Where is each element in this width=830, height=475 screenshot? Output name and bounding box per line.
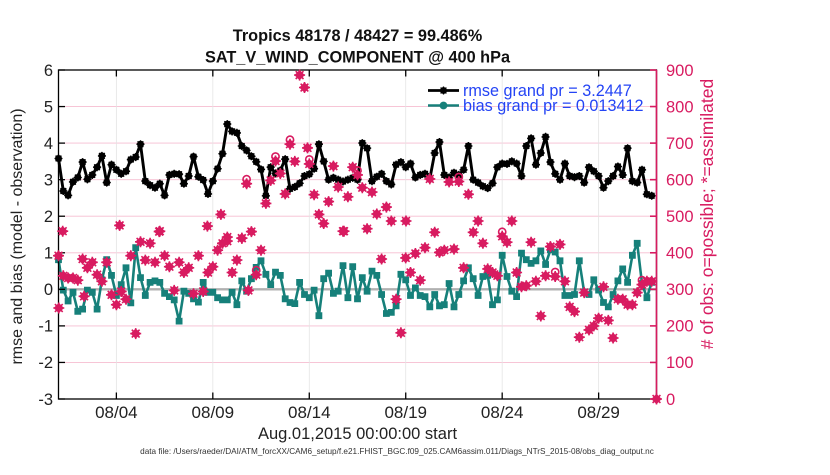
svg-text:data file: /Users/raeder/DAI/A: data file: /Users/raeder/DAI/ATM_forcXX/… xyxy=(140,447,654,456)
svg-text:08/04: 08/04 xyxy=(95,403,138,422)
svg-text:500: 500 xyxy=(666,208,694,226)
svg-text:0: 0 xyxy=(44,281,53,299)
svg-text:6: 6 xyxy=(44,62,53,80)
svg-text:4: 4 xyxy=(44,135,53,153)
svg-text:200: 200 xyxy=(666,318,694,336)
svg-text:rmse and bias (model - observa: rmse and bias (model - observation) xyxy=(9,108,26,364)
svg-text:900: 900 xyxy=(666,62,694,80)
svg-text:2: 2 xyxy=(44,208,53,226)
svg-text:SAT_V_WIND_COMPONENT @ 400 hPa: SAT_V_WIND_COMPONENT @ 400 hPa xyxy=(205,49,511,67)
svg-text:1: 1 xyxy=(44,245,53,263)
svg-text:0: 0 xyxy=(666,391,675,409)
svg-text:300: 300 xyxy=(666,281,694,299)
svg-text:400: 400 xyxy=(666,245,694,263)
svg-text:800: 800 xyxy=(666,98,694,116)
svg-text:bias grand pr = 0.013412: bias grand pr = 0.013412 xyxy=(463,97,643,115)
svg-text:# of obs: o=possible; *=assimi: # of obs: o=possible; *=assimilated xyxy=(697,79,717,349)
svg-text:08/29: 08/29 xyxy=(577,403,620,422)
svg-text:600: 600 xyxy=(666,172,694,190)
svg-text:700: 700 xyxy=(666,135,694,153)
svg-text:-3: -3 xyxy=(38,391,53,409)
svg-text:Tropics 48178 / 48427 = 99.486: Tropics 48178 / 48427 = 99.486% xyxy=(233,27,483,45)
svg-text:08/09: 08/09 xyxy=(192,403,235,422)
svg-text:08/14: 08/14 xyxy=(288,403,331,422)
svg-text:100: 100 xyxy=(666,354,694,372)
svg-text:08/19: 08/19 xyxy=(384,403,427,422)
svg-text:5: 5 xyxy=(44,98,53,116)
svg-text:08/24: 08/24 xyxy=(481,403,524,422)
svg-text:-1: -1 xyxy=(38,318,53,336)
svg-text:rmse grand pr = 3.2447: rmse grand pr = 3.2447 xyxy=(463,82,632,100)
svg-text:3: 3 xyxy=(44,172,53,190)
svg-text:-2: -2 xyxy=(38,354,53,372)
svg-text:Aug.01,2015 00:00:00 start: Aug.01,2015 00:00:00 start xyxy=(258,425,457,443)
